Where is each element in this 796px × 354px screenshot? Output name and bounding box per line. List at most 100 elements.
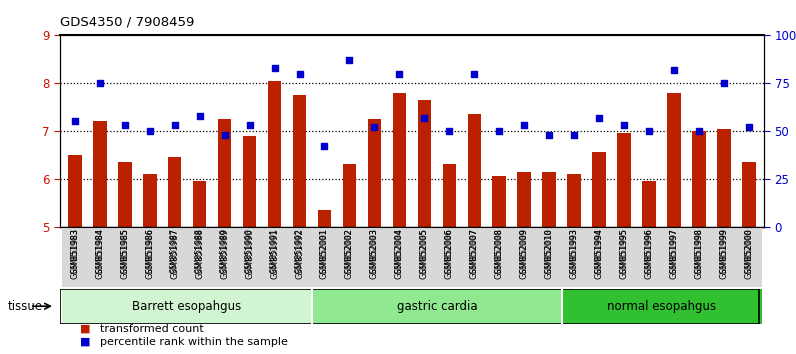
- Text: GSM852002: GSM852002: [345, 228, 354, 279]
- Bar: [437, 227, 462, 287]
- Text: GSM851997: GSM851997: [669, 228, 679, 273]
- Point: [168, 122, 181, 128]
- Bar: [592, 153, 607, 227]
- Point: [368, 124, 380, 130]
- Bar: [568, 174, 581, 227]
- Text: ■: ■: [80, 324, 90, 333]
- Bar: [267, 81, 282, 227]
- Bar: [467, 114, 482, 227]
- Point: [743, 124, 755, 130]
- Point: [468, 71, 481, 76]
- Point: [643, 128, 656, 134]
- Bar: [237, 227, 262, 287]
- Text: normal esopahgus: normal esopahgus: [607, 300, 716, 313]
- Bar: [193, 181, 206, 227]
- Point: [119, 122, 131, 128]
- Bar: [717, 129, 731, 227]
- Text: GSM852002: GSM852002: [345, 228, 354, 273]
- Bar: [342, 164, 357, 227]
- Text: GSM851996: GSM851996: [645, 228, 654, 279]
- Text: GSM851987: GSM851987: [170, 228, 179, 273]
- Text: tissue: tissue: [8, 300, 43, 313]
- Text: GSM852009: GSM852009: [520, 228, 529, 279]
- Text: GSM851991: GSM851991: [270, 228, 279, 279]
- Point: [68, 119, 81, 124]
- Bar: [318, 210, 331, 227]
- Point: [268, 65, 281, 71]
- Text: GSM851993: GSM851993: [570, 228, 579, 279]
- Text: transformed count: transformed count: [100, 324, 203, 333]
- Text: GSM851983: GSM851983: [70, 228, 79, 279]
- Bar: [168, 157, 181, 227]
- Bar: [418, 100, 431, 227]
- Text: GSM851999: GSM851999: [720, 228, 728, 273]
- Point: [244, 122, 256, 128]
- Point: [618, 122, 630, 128]
- Bar: [162, 227, 187, 287]
- Text: GSM851998: GSM851998: [695, 228, 704, 273]
- Bar: [187, 227, 212, 287]
- Bar: [137, 227, 162, 287]
- Bar: [293, 95, 306, 227]
- Text: GSM852007: GSM852007: [470, 228, 479, 279]
- Text: GSM852001: GSM852001: [320, 228, 329, 273]
- Text: GSM851997: GSM851997: [669, 228, 679, 279]
- Text: gastric cardia: gastric cardia: [396, 300, 478, 313]
- Bar: [93, 121, 107, 227]
- Bar: [712, 227, 736, 287]
- Text: GSM851987: GSM851987: [170, 228, 179, 279]
- Point: [668, 67, 681, 73]
- Text: percentile rank within the sample: percentile rank within the sample: [100, 337, 287, 347]
- Text: GSM851989: GSM851989: [220, 228, 229, 273]
- Text: GSM851986: GSM851986: [145, 228, 154, 273]
- Bar: [736, 227, 762, 287]
- Bar: [362, 227, 387, 287]
- Point: [518, 122, 531, 128]
- Text: GSM851995: GSM851995: [620, 228, 629, 273]
- Bar: [612, 227, 637, 287]
- Point: [543, 132, 556, 138]
- Text: GSM851986: GSM851986: [145, 228, 154, 279]
- Text: GSM852010: GSM852010: [544, 228, 554, 279]
- Bar: [512, 227, 537, 287]
- Text: GSM852008: GSM852008: [495, 228, 504, 279]
- Point: [343, 57, 356, 63]
- Point: [718, 80, 731, 86]
- Text: GSM851998: GSM851998: [695, 228, 704, 279]
- Text: GSM851996: GSM851996: [645, 228, 654, 273]
- Bar: [312, 227, 337, 287]
- Text: GSM851994: GSM851994: [595, 228, 604, 273]
- Text: GSM851988: GSM851988: [195, 228, 204, 273]
- Point: [693, 128, 705, 134]
- Text: GSM851984: GSM851984: [96, 228, 104, 279]
- Text: GSM852000: GSM852000: [745, 228, 754, 273]
- Text: GSM852008: GSM852008: [495, 228, 504, 273]
- Bar: [368, 119, 381, 227]
- Text: GSM852000: GSM852000: [745, 228, 754, 279]
- Bar: [68, 155, 81, 227]
- Text: GSM851995: GSM851995: [620, 228, 629, 279]
- Text: GSM852005: GSM852005: [420, 228, 429, 279]
- Point: [193, 113, 206, 119]
- Bar: [243, 136, 256, 227]
- Bar: [562, 227, 587, 287]
- Text: GSM852006: GSM852006: [445, 228, 454, 273]
- Text: GDS4350 / 7908459: GDS4350 / 7908459: [60, 15, 194, 28]
- Bar: [542, 172, 556, 227]
- Bar: [562, 289, 762, 324]
- Bar: [693, 131, 706, 227]
- Bar: [142, 174, 157, 227]
- Text: GSM851988: GSM851988: [195, 228, 204, 279]
- Bar: [587, 227, 612, 287]
- Text: GSM852004: GSM852004: [395, 228, 404, 279]
- Point: [443, 128, 456, 134]
- Text: GSM851994: GSM851994: [595, 228, 604, 279]
- Text: GSM851992: GSM851992: [295, 228, 304, 273]
- Point: [293, 71, 306, 76]
- Bar: [517, 172, 531, 227]
- Bar: [387, 227, 412, 287]
- Bar: [212, 227, 237, 287]
- Text: GSM852005: GSM852005: [420, 228, 429, 273]
- Bar: [618, 133, 631, 227]
- Bar: [743, 162, 756, 227]
